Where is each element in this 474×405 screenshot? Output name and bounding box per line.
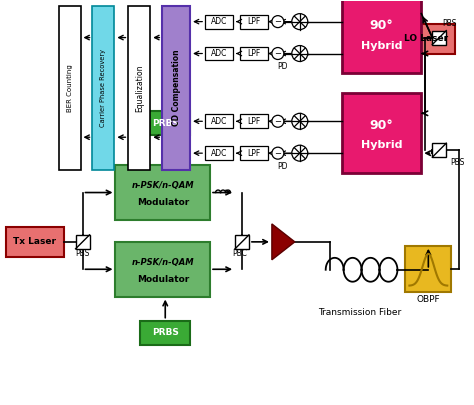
Bar (240, 15, 268, 29)
Text: ADC: ADC (211, 149, 227, 158)
Text: CD Compensation: CD Compensation (172, 49, 181, 126)
Bar (205, 114, 233, 128)
Circle shape (292, 145, 308, 161)
Bar (240, 146, 268, 160)
Bar (59, 6, 81, 170)
Text: LPF: LPF (247, 17, 261, 26)
Text: LPF: LPF (247, 149, 261, 158)
Bar (115, 165, 210, 220)
Bar (432, 143, 447, 157)
Text: PBC: PBC (233, 249, 247, 258)
Text: n-PSK/n-QAM: n-PSK/n-QAM (131, 181, 194, 190)
Bar (140, 321, 190, 345)
Text: PBS: PBS (450, 158, 465, 166)
Bar (235, 235, 249, 249)
Bar (6, 227, 64, 257)
Text: Hybrid: Hybrid (361, 140, 402, 150)
Text: ADC: ADC (211, 117, 227, 126)
Text: PD: PD (278, 62, 288, 71)
Text: −: − (274, 49, 282, 58)
Bar (342, 0, 421, 73)
Text: Hybrid: Hybrid (361, 40, 402, 51)
Circle shape (292, 45, 308, 62)
Bar (115, 242, 210, 297)
Text: ADC: ADC (211, 49, 227, 58)
Text: Modulator: Modulator (137, 198, 189, 207)
Text: PRBS: PRBS (152, 119, 179, 128)
Circle shape (272, 115, 284, 127)
Bar (240, 47, 268, 60)
Bar (397, 23, 455, 53)
Text: n-PSK/n-QAM: n-PSK/n-QAM (131, 258, 194, 267)
Circle shape (292, 14, 308, 30)
Text: 90°: 90° (370, 19, 393, 32)
Text: Transmission Fiber: Transmission Fiber (318, 308, 401, 317)
Bar (240, 114, 268, 128)
Text: Equalization: Equalization (135, 64, 144, 112)
Circle shape (272, 47, 284, 60)
Text: LPF: LPF (247, 49, 261, 58)
Circle shape (272, 16, 284, 28)
Bar (92, 6, 114, 170)
Bar (205, 47, 233, 60)
Text: LPF: LPF (247, 117, 261, 126)
Polygon shape (272, 224, 295, 260)
Text: OBPF: OBPF (417, 295, 440, 304)
Text: 90°: 90° (370, 119, 393, 132)
Bar (75, 235, 90, 249)
Text: Carrier Phase Recovery: Carrier Phase Recovery (100, 49, 107, 127)
Text: BER Counting: BER Counting (66, 64, 73, 112)
Circle shape (272, 147, 284, 159)
Bar (140, 111, 190, 135)
Bar (432, 31, 447, 45)
Text: −: − (274, 17, 282, 26)
Bar (205, 15, 233, 29)
Text: Tx Laser: Tx Laser (13, 237, 56, 246)
Text: −: − (274, 117, 282, 126)
Text: PBS: PBS (75, 249, 90, 258)
Bar (128, 6, 150, 170)
Bar (342, 94, 421, 173)
Text: PRBS: PRBS (152, 328, 179, 337)
Circle shape (292, 113, 308, 129)
Bar (405, 246, 451, 292)
Bar (162, 6, 190, 170)
Text: PBS: PBS (442, 19, 456, 28)
Text: Modulator: Modulator (137, 275, 189, 284)
Bar (205, 146, 233, 160)
Text: −: − (274, 149, 282, 158)
Text: PD: PD (278, 162, 288, 171)
Text: ADC: ADC (211, 17, 227, 26)
Text: LO Laser: LO Laser (404, 34, 448, 43)
